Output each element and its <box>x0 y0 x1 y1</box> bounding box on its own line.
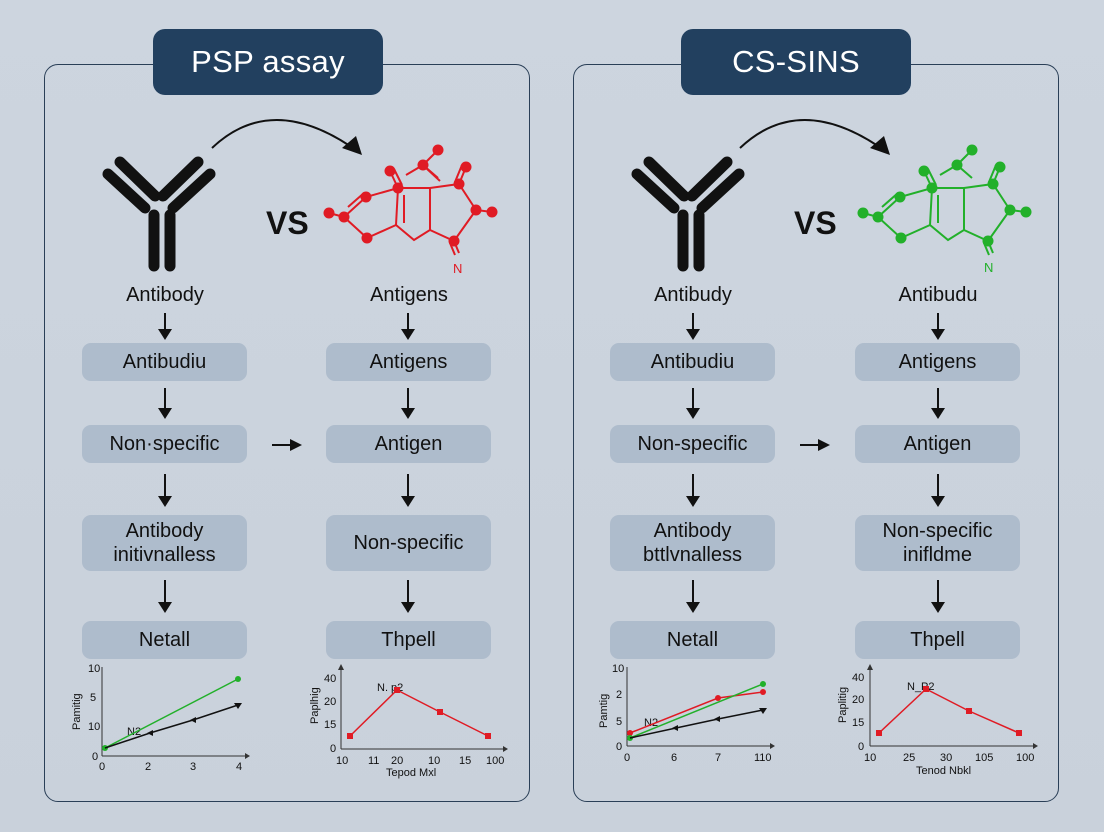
antibody-label: Antibudy <box>654 284 732 306</box>
antibody-icon <box>631 156 745 272</box>
antigen-molecule-icon: N <box>857 144 1032 275</box>
flow-box: Netall <box>82 621 247 659</box>
svg-text:10: 10 <box>864 752 876 764</box>
antigen-molecule-icon: N <box>323 144 498 276</box>
down-arrow-icon <box>158 580 172 613</box>
svg-text:N: N <box>453 261 462 276</box>
svg-text:30: 30 <box>940 752 952 764</box>
svg-text:Pamtig: Pamtig <box>598 694 610 728</box>
down-arrow-icon <box>401 313 415 340</box>
svg-text:110: 110 <box>754 752 772 764</box>
flow-box: Non-specific inifldme <box>855 515 1020 571</box>
down-arrow-icon <box>931 580 945 613</box>
svg-text:0: 0 <box>616 741 622 753</box>
svg-text:20: 20 <box>391 755 403 767</box>
svg-text:Paplitig: Paplitig <box>837 687 849 723</box>
svg-text:2: 2 <box>616 689 622 701</box>
down-arrow-icon <box>401 580 415 613</box>
svg-text:40: 40 <box>852 672 864 684</box>
flow-box: Antibudiu <box>610 343 775 381</box>
down-arrow-icon <box>931 313 945 340</box>
right-arrow-icon <box>272 439 302 451</box>
curved-arrow-icon <box>211 119 362 155</box>
svg-text:7: 7 <box>715 752 721 764</box>
svg-text:20: 20 <box>852 694 864 706</box>
antibody-icon <box>102 156 216 272</box>
svg-text:25: 25 <box>903 752 915 764</box>
svg-text:5: 5 <box>616 716 622 728</box>
flow-box: Antibudiu <box>82 343 247 381</box>
svg-text:10: 10 <box>428 755 440 767</box>
flow-box: Non-specific <box>326 515 491 571</box>
svg-text:105: 105 <box>975 752 993 764</box>
down-arrow-icon <box>686 580 700 613</box>
svg-text:15: 15 <box>324 719 336 731</box>
svg-text:Tenod Nbkl: Tenod Nbkl <box>916 765 971 777</box>
down-arrow-icon <box>158 388 172 419</box>
down-arrow-icon <box>158 474 172 507</box>
svg-text:15: 15 <box>459 755 471 767</box>
down-arrow-icon <box>931 388 945 419</box>
svg-text:100: 100 <box>486 755 504 767</box>
flow-box: Thpell <box>855 621 1020 659</box>
psp-line-chart: 10 5 10 0 0 2 3 4 Pamitig N2 <box>71 663 250 773</box>
svg-text:20: 20 <box>324 696 336 708</box>
svg-text:Pamitig: Pamitig <box>71 693 83 730</box>
down-arrow-icon <box>931 474 945 507</box>
svg-text:11: 11 <box>368 755 379 767</box>
svg-text:5: 5 <box>90 692 96 704</box>
down-arrow-icon <box>686 474 700 507</box>
svg-text:6: 6 <box>671 752 677 764</box>
svg-text:0: 0 <box>99 761 105 773</box>
down-arrow-icon <box>401 474 415 507</box>
antigens-label: Antibudu <box>898 284 978 306</box>
svg-text:15: 15 <box>852 717 864 729</box>
flow-box: Antibody bttlvnalless <box>610 515 775 571</box>
vs-label: VS <box>794 205 837 241</box>
svg-text:4: 4 <box>236 761 242 773</box>
svg-text:0: 0 <box>330 743 336 755</box>
flow-box: Non·specific <box>82 425 247 463</box>
svg-text:100: 100 <box>1016 752 1034 764</box>
svg-text:0: 0 <box>92 751 98 763</box>
svg-text:0: 0 <box>624 752 630 764</box>
vs-label: VS <box>266 205 309 241</box>
right-arrow-icon <box>800 439 830 451</box>
svg-text:10: 10 <box>612 663 624 675</box>
svg-text:10: 10 <box>88 721 100 733</box>
antigens-label: Antigens <box>370 284 448 306</box>
cs-sins-line-chart: 10 2 5 0 0 6 7 110 Pamtig N2 <box>598 663 775 764</box>
flow-box: Antigen <box>326 425 491 463</box>
flow-box: Non-specific <box>610 425 775 463</box>
antibody-label: Antibody <box>126 284 204 306</box>
down-arrow-icon <box>401 388 415 419</box>
cs-sins-title: CS-SINS <box>681 29 911 95</box>
flow-box: Antigen <box>855 425 1020 463</box>
curved-arrow-icon <box>739 119 890 155</box>
psp-peak-chart: 40 20 15 0 10 11 20 10 15 100 Tepod Mxl … <box>309 664 508 779</box>
down-arrow-icon <box>686 388 700 419</box>
svg-text:N: N <box>984 260 993 275</box>
cs-sins-peak-chart: 40 20 15 0 10 25 30 105 100 Tenod Nbkl P… <box>837 664 1038 777</box>
svg-text:10: 10 <box>88 663 100 675</box>
svg-text:10: 10 <box>336 755 348 767</box>
svg-text:2: 2 <box>145 761 151 773</box>
down-arrow-icon <box>686 313 700 340</box>
flow-box: Antibody initivnalless <box>82 515 247 571</box>
svg-text:0: 0 <box>858 741 864 753</box>
psp-assay-title: PSP assay <box>153 29 383 95</box>
svg-text:Paplhig: Paplhig <box>309 687 321 724</box>
flow-box: Antigens <box>326 343 491 381</box>
flow-box: Antigens <box>855 343 1020 381</box>
flow-box: Netall <box>610 621 775 659</box>
flow-box: Thpell <box>326 621 491 659</box>
down-arrow-icon <box>158 313 172 340</box>
svg-text:40: 40 <box>324 673 336 685</box>
svg-text:Tepod Mxl: Tepod Mxl <box>386 767 436 779</box>
svg-text:3: 3 <box>190 761 196 773</box>
